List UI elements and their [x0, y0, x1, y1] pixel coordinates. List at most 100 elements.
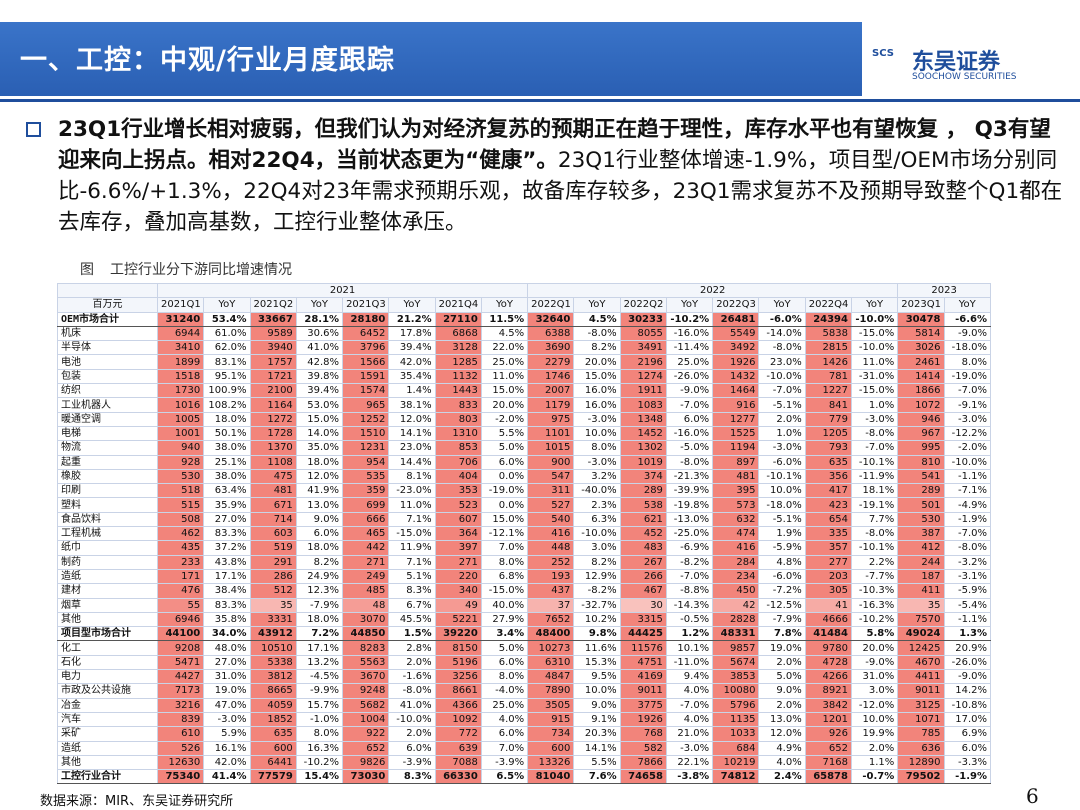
unit-cell: 百万元 — [57, 297, 158, 313]
data-row: 塑料 515 35.9% 671 13.0% 699 11.0% 523 0.0% 527 2.3%… — [57, 497, 992, 513]
table-cell: -6.0% — [758, 568, 806, 585]
table-cell: 20.9% — [943, 640, 992, 656]
table-cell: 1108 — [249, 454, 297, 470]
table-cell: 9.1% — [573, 711, 621, 728]
table-cell: 5221 — [434, 611, 482, 628]
table-cell: 6.0% — [480, 654, 529, 671]
table-cell: 5674 — [712, 654, 760, 671]
table-cell: 48400 — [527, 626, 575, 642]
header-rule — [0, 99, 1080, 102]
table-cell: 10080 — [712, 683, 760, 699]
header-cell — [57, 282, 158, 299]
table-cell: 6.8% — [480, 568, 529, 585]
table-cell: 15.0% — [295, 411, 344, 427]
table-cell: -6.0% — [758, 454, 806, 470]
table-cell: 7.6% — [573, 769, 621, 785]
data-row: 冶金 3216 47.0% 4059 15.7% 5682 41.0% 4366 25.0% 35… — [57, 697, 992, 713]
table-cell: 32640 — [527, 311, 575, 327]
table-cell: -8.0% — [758, 340, 806, 356]
table-cell: -10.1% — [758, 468, 806, 485]
table-cell: -9.0% — [943, 325, 992, 342]
table-cell: 5814 — [897, 325, 945, 342]
table-cell: -23.0% — [388, 483, 436, 499]
column-header: YoY — [573, 297, 621, 313]
table-cell: 284 — [712, 554, 760, 570]
table-cell: -3.0% — [573, 411, 621, 427]
table-cell: 14.1% — [573, 740, 621, 756]
table-cell: 1426 — [804, 354, 852, 370]
table-cell: 4751 — [619, 654, 667, 671]
table-cell: 1899 — [156, 354, 205, 370]
table-cell: 4.0% — [758, 754, 806, 771]
table-cell: 11.0% — [388, 497, 436, 513]
table-cell: 7890 — [527, 683, 575, 699]
table-cell: 853 — [434, 440, 482, 456]
table-cell: 582 — [619, 740, 667, 756]
table-cell: -5.9% — [758, 540, 806, 556]
table-cell: 374 — [619, 468, 667, 485]
data-row: 暖通空调 1005 18.0% 1272 15.0% 1252 12.0% 803 -2.0% 9… — [57, 411, 992, 427]
table-cell: 340 — [434, 583, 482, 599]
table-cell: 4728 — [804, 654, 852, 671]
table-cell: 30233 — [619, 311, 667, 327]
table-cell: 4.0% — [665, 683, 714, 699]
data-row: 市政及公共设施 7173 19.0% 8665 -9.9% 9248 -8.0% 8661 -4… — [57, 683, 992, 699]
table-cell: 12890 — [897, 754, 945, 771]
table-cell: -16.0% — [665, 325, 714, 342]
table-cell: 5.9% — [203, 726, 251, 742]
table-cell: 417 — [804, 483, 852, 499]
table-cell: 9011 — [619, 683, 667, 699]
table-cell: 1016 — [156, 397, 205, 413]
table-cell: 8921 — [804, 683, 852, 699]
table-cell: 2.8% — [388, 640, 436, 656]
table-cell: 3775 — [619, 697, 667, 713]
table-cell: 1015 — [527, 440, 575, 456]
table-cell: 16.1% — [203, 740, 251, 756]
table-cell: 1518 — [156, 368, 205, 385]
table-cell: -10.0% — [850, 311, 899, 327]
table-cell: 395 — [712, 483, 760, 499]
table-cell: -9.0% — [665, 383, 714, 399]
table-cell: 1001 — [156, 425, 205, 442]
table-cell: 41.4% — [203, 769, 251, 785]
table-cell: 40.0% — [480, 597, 529, 613]
table-cell: -15.0% — [850, 325, 899, 342]
table-cell: 3.2% — [573, 468, 621, 485]
row-label: 工控行业合计 — [57, 769, 158, 785]
table-cell: 779 — [804, 411, 852, 427]
row-label: 食品饮料 — [57, 511, 158, 528]
data-row: 采矿 610 5.9% 635 8.0% 922 2.0% 772 6.0% 734 20.3% 76… — [57, 726, 992, 742]
table-cell: 600 — [249, 740, 297, 756]
table-cell: -9.0% — [850, 654, 899, 671]
table-cell: 5.1% — [388, 568, 436, 585]
table-cell: 11.0% — [850, 354, 899, 370]
table-cell: 1510 — [342, 425, 390, 442]
table-cell: -7.0% — [758, 383, 806, 399]
table-cell: 526 — [156, 740, 205, 756]
table-cell: -8.0% — [665, 454, 714, 470]
table-cell: 7.8% — [758, 626, 806, 642]
table-cell: 42.0% — [203, 754, 251, 771]
table-cell: 25.0% — [480, 697, 529, 713]
table-cell: -12.5% — [758, 597, 806, 613]
table-cell: 17.1% — [295, 640, 344, 656]
row-label: 汽车 — [57, 711, 158, 728]
table-cell: 6.0% — [480, 726, 529, 742]
table-cell: 7.0% — [480, 540, 529, 556]
total-row: 项目型市场合计 44100 34.0% 43912 7.2% 44850 1.5% 39220… — [57, 626, 992, 642]
table-cell: 15.7% — [295, 697, 344, 713]
table-cell: 1721 — [249, 368, 297, 385]
table-cell: 37.2% — [203, 540, 251, 556]
table-cell: -8.0% — [573, 325, 621, 342]
table-cell: 30 — [619, 597, 667, 613]
table-cell: 527 — [527, 497, 575, 513]
table-cell: 7.1% — [388, 511, 436, 528]
table-cell: 18.0% — [203, 411, 251, 427]
table-cell: -7.2% — [758, 583, 806, 599]
row-label: 市政及公共设施 — [57, 683, 158, 699]
table-cell: 7.0% — [480, 740, 529, 756]
table-cell: 171 — [156, 568, 205, 585]
table-cell: 462 — [156, 526, 205, 542]
table-cell: 452 — [619, 526, 667, 542]
table-cell: 9.0% — [573, 697, 621, 713]
